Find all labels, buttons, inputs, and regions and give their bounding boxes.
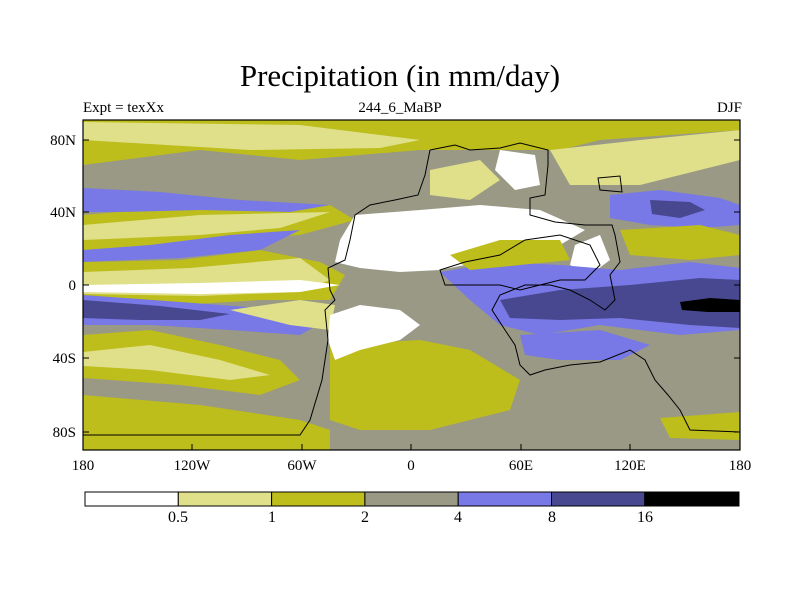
y-tick-label: 40S	[53, 351, 76, 367]
field-tethys-olive	[450, 240, 570, 270]
field-dry-north-patch	[495, 150, 540, 190]
x-tick-label: 120E	[614, 458, 646, 474]
coastline-west	[83, 149, 431, 436]
field-pangea-dry-north	[335, 205, 585, 272]
field-tethys-darkblue	[500, 278, 740, 328]
x-tick-label: 0	[407, 458, 415, 474]
field-south-darkblue	[83, 300, 230, 320]
field-southeast-blue	[520, 330, 650, 360]
field-north-blue-west	[83, 188, 330, 212]
field-southeast-olive	[330, 340, 520, 430]
field-east-olive	[620, 225, 740, 260]
y-tick-label: 0	[69, 278, 77, 294]
field-south-olive	[83, 395, 330, 450]
field-far-south-olive	[660, 412, 740, 440]
field-dry-pale-ring	[430, 160, 500, 200]
field-equator-white-west	[83, 280, 340, 294]
field-south-pale-belt	[230, 300, 335, 330]
colorbar-label: 4	[454, 509, 462, 526]
x-tick-label: 60E	[509, 458, 533, 474]
colorbar-label: 2	[361, 509, 369, 526]
field-nw-blue	[83, 230, 300, 262]
field-north-pale	[83, 122, 420, 150]
colorbar	[84, 491, 740, 507]
colorbar-box	[364, 491, 459, 507]
field-north-darkblue-east	[650, 200, 705, 218]
field-nw-pale	[83, 212, 330, 240]
field-pangea-dry-south	[328, 305, 420, 360]
colorbar-label: 16	[637, 509, 653, 526]
colorbar-box	[271, 491, 366, 507]
experiment-label: Expt = texXx	[83, 100, 164, 116]
x-tick-label: 60W	[287, 458, 317, 474]
axis-ticks	[82, 139, 741, 450]
coastline-tethys	[439, 234, 601, 291]
coastline	[429, 142, 741, 433]
colorbar-label: 1	[268, 509, 276, 526]
field-north-pale-east	[550, 130, 740, 185]
colorbar-box	[644, 491, 740, 507]
x-tick-label: 120W	[174, 458, 212, 474]
y-tick-label: 80N	[50, 133, 76, 149]
period-label: 244_6_MaBP	[358, 100, 442, 116]
colorbar-label: 0.5	[168, 509, 188, 526]
colorbar-label: 8	[548, 509, 556, 526]
x-tick-label: 180	[729, 458, 752, 474]
y-tick-label: 40N	[50, 205, 76, 221]
y-tick-label: 80S	[53, 425, 76, 441]
season-label: DJF	[716, 100, 742, 116]
field-south-pale	[83, 345, 270, 380]
colorbar-box	[551, 491, 646, 507]
chart-title: Precipitation (in mm/day)	[239, 58, 561, 93]
colorbar-box	[84, 491, 179, 507]
field-max-precip	[680, 298, 740, 312]
plot-area	[83, 120, 740, 450]
colorbar-box	[457, 491, 553, 507]
coastline-island-ne	[597, 175, 623, 193]
colorbar-box	[177, 491, 273, 507]
x-tick-label: 180	[72, 458, 95, 474]
